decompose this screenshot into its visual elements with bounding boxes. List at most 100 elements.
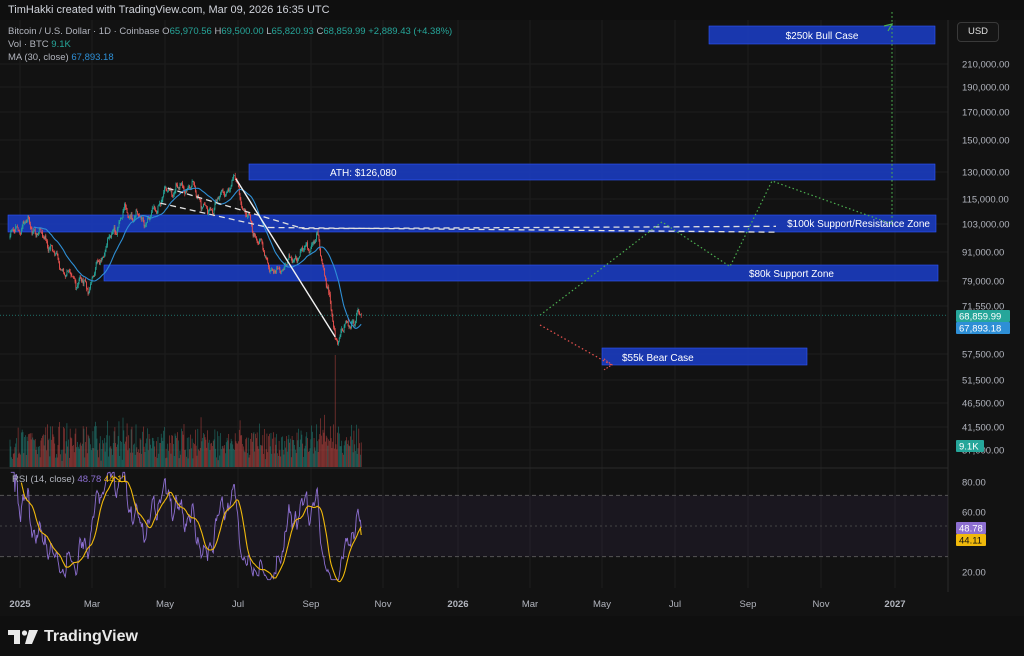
candle-body <box>233 175 235 177</box>
volume-bar <box>350 436 351 467</box>
volume-bar <box>97 450 99 467</box>
time-tick-label: May <box>593 599 611 610</box>
volume-bar <box>305 436 307 467</box>
volume-bar <box>14 447 16 467</box>
volume-bar <box>67 446 69 467</box>
candle-body <box>344 323 346 327</box>
candle-body <box>250 214 252 221</box>
volume-bar <box>358 428 360 467</box>
volume-bar <box>239 420 241 467</box>
candle-body <box>86 288 88 290</box>
zone-box <box>7 214 937 233</box>
volume-bar <box>318 439 320 467</box>
volume-bar <box>356 453 358 467</box>
candle-body <box>219 196 221 199</box>
candle-body <box>73 276 74 278</box>
candle-body <box>320 255 322 259</box>
candle-body <box>272 269 273 271</box>
candle-body <box>55 252 57 254</box>
candle-body <box>294 255 296 260</box>
volume-bar <box>210 443 212 467</box>
chart-area[interactable] <box>0 20 1024 616</box>
volume-bar <box>312 431 313 467</box>
rsi-badge-label: 48.78 <box>959 524 983 535</box>
candle-body <box>134 215 136 218</box>
candle-body <box>306 242 308 245</box>
volume-bar <box>41 438 43 467</box>
candle-body <box>320 248 321 256</box>
candle-body <box>179 184 181 189</box>
candle-body <box>342 330 344 332</box>
candle-body <box>276 267 278 273</box>
volume-bar <box>335 444 337 467</box>
candle-body <box>86 282 87 289</box>
candle-body <box>126 208 128 214</box>
candle-body <box>57 253 59 259</box>
candle-body <box>304 245 306 248</box>
time-tick-label: 2027 <box>884 599 905 610</box>
footer: TradingView <box>0 616 1024 656</box>
volume-bar <box>196 455 198 467</box>
volume-bar <box>316 441 318 467</box>
volume-bar <box>300 430 302 467</box>
candle-body <box>192 180 194 182</box>
candle-body <box>173 193 175 195</box>
candle-body <box>66 270 68 276</box>
candle-body <box>326 285 328 289</box>
volume-bar <box>337 432 338 467</box>
candle-body <box>291 258 293 263</box>
candle-body <box>313 241 315 244</box>
price-tick-label: 51,500.00 <box>962 376 1004 387</box>
tradingview-logo[interactable]: TradingView <box>8 626 138 648</box>
candle-body <box>271 269 273 271</box>
candle-body <box>79 277 81 280</box>
volume-bar <box>303 456 304 467</box>
volume-bar <box>296 432 298 467</box>
volume-bar <box>161 437 163 467</box>
candle-body <box>217 198 219 200</box>
volume-bar <box>272 438 273 467</box>
candle-body <box>303 249 304 251</box>
candle-body <box>170 190 172 191</box>
volume-bar <box>103 438 105 467</box>
low-value: 65,820.93 <box>271 26 314 37</box>
candle-body <box>108 236 110 238</box>
candle-body <box>278 267 280 269</box>
candle-body <box>187 187 189 189</box>
candle-body <box>280 271 282 273</box>
candle-body <box>354 324 356 326</box>
candle-body <box>325 275 326 280</box>
candle-body <box>203 204 204 208</box>
candle-body <box>332 314 334 321</box>
time-tick-label: Nov <box>375 599 392 610</box>
volume-bar <box>121 459 123 467</box>
candle-body <box>35 234 37 237</box>
volume-bar <box>177 440 179 467</box>
volume-bar <box>76 447 78 467</box>
volume-bar <box>204 437 206 467</box>
candle-body <box>238 183 239 187</box>
volume-bar <box>299 439 301 467</box>
volume-label: Vol · BTC <box>8 39 49 50</box>
bear-projection-path <box>539 324 612 366</box>
symbol-title: Bitcoin / U.S. Dollar · 1D · Coinbase <box>8 26 160 37</box>
rsi-line <box>10 471 362 581</box>
candle-body <box>290 257 292 259</box>
volume-bar <box>114 427 116 467</box>
volume-bar <box>79 444 81 467</box>
currency-button[interactable]: USD <box>957 22 999 42</box>
candle-body <box>360 314 362 316</box>
candle-body <box>88 292 90 295</box>
volume-bar <box>88 436 90 467</box>
price-badge-label: 9.1K <box>959 442 979 453</box>
candle-body <box>208 209 210 211</box>
candle-body <box>46 240 47 242</box>
volume-bar <box>119 456 121 467</box>
volume-bar <box>42 434 44 467</box>
candle-body <box>322 263 324 267</box>
candle-body <box>38 232 39 235</box>
ma-label: MA (30, close) <box>8 52 69 63</box>
volume-bar <box>276 433 278 467</box>
zone-box <box>601 347 808 366</box>
